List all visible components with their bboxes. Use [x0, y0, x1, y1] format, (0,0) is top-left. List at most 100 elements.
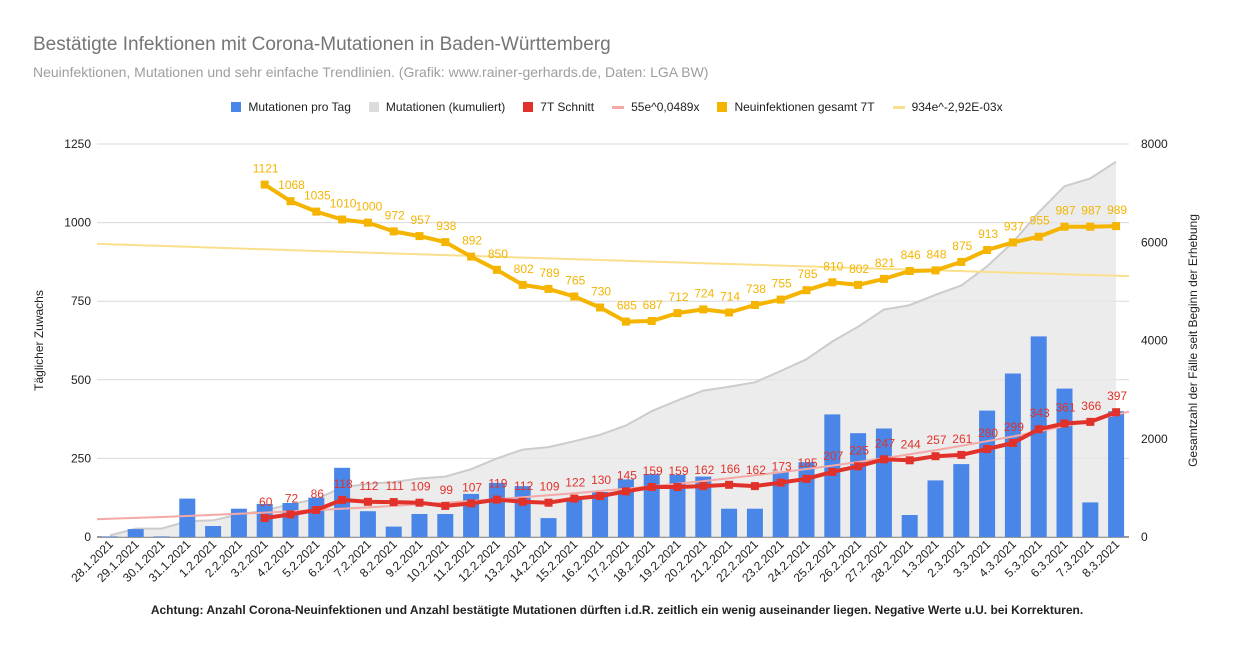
trendlines	[96, 242, 1130, 521]
avg7-label: 166	[720, 462, 740, 476]
avg7-label: 107	[462, 480, 482, 494]
avg7-label: 225	[849, 443, 869, 457]
avg7-label: 247	[875, 436, 895, 450]
bar	[721, 508, 738, 537]
bar	[308, 497, 325, 537]
legend-swatch-trend-new	[892, 105, 905, 109]
bar	[746, 508, 763, 537]
new-infections-marker	[854, 280, 863, 289]
avg7-label: 118	[334, 477, 353, 491]
new-infections-label: 738	[746, 282, 766, 296]
avg7-marker	[389, 498, 398, 507]
new-infections-marker	[286, 197, 295, 206]
avg7-marker	[570, 494, 579, 503]
y2-tick-label: 0	[1141, 530, 1148, 544]
new-infections-label: 937	[1004, 219, 1024, 233]
new-infections-marker	[1034, 232, 1043, 241]
avg7-label: 109	[410, 480, 430, 494]
new-infections-label: 821	[875, 256, 895, 270]
new-infections-label: 987	[1081, 204, 1101, 218]
legend-item-avg7[interactable]: 7T Schnitt	[523, 100, 594, 114]
new-infections-marker	[879, 274, 888, 283]
legend-item-trend-mut[interactable]: 55e^0,0489x	[612, 100, 699, 114]
avg7-marker	[467, 499, 476, 508]
legend-label: 55e^0,0489x	[631, 100, 700, 114]
bar	[282, 503, 299, 537]
avg7-marker	[1008, 439, 1017, 447]
avg7-marker	[596, 492, 605, 501]
legend-label: 934e^-2,92E-03x	[911, 100, 1003, 114]
avg7-label: 207	[823, 449, 843, 463]
bar	[127, 529, 144, 537]
bar	[101, 536, 118, 537]
avg7-label: 244	[901, 437, 921, 451]
avg7-label: 397	[1107, 389, 1127, 403]
bar	[179, 498, 196, 537]
new-infections-marker	[570, 292, 579, 301]
new-infections-label: 730	[591, 285, 611, 299]
new-infections-marker	[312, 207, 321, 216]
avg7-label: 111	[386, 479, 405, 493]
avg7-marker	[544, 498, 553, 507]
new-infections-marker	[1086, 222, 1095, 231]
y-tick-label: 500	[71, 373, 91, 387]
new-infections-marker	[1112, 222, 1121, 231]
new-infections-marker	[647, 317, 656, 325]
cumulative-area-line	[109, 160, 1117, 537]
legend-swatch-trend-mut	[612, 105, 625, 109]
avg7-label: 257	[926, 433, 946, 447]
new-infections-marker	[802, 286, 811, 295]
new-infections-marker	[1060, 222, 1069, 231]
new-infections-label: 1121	[253, 162, 279, 176]
bar	[695, 476, 712, 537]
legend-item-trend-new[interactable]: 934e^-2,92E-03x	[892, 100, 1003, 114]
avg7-marker	[699, 482, 708, 491]
new-infections-marker	[750, 301, 759, 309]
avg7-label: 366	[1081, 399, 1101, 413]
bar-series	[101, 336, 1125, 537]
new-infections-label: 989	[1107, 203, 1127, 217]
new-infections-label: 765	[565, 274, 585, 288]
bar	[385, 526, 402, 537]
avg7-label: 72	[285, 491, 299, 505]
avg7-label: 159	[643, 464, 663, 478]
new-infections-label: 789	[539, 266, 559, 280]
chart-footnote: Achtung: Anzahl Corona-Neuinfektionen un…	[150, 603, 1084, 617]
new-infections-label: 810	[823, 259, 843, 273]
new-infections-label: 972	[385, 208, 405, 222]
new-infections-label: 785	[797, 267, 817, 281]
bar	[437, 514, 454, 537]
new-infections-label: 1068	[278, 178, 305, 192]
avg7-marker	[905, 456, 914, 465]
new-infections-marker	[441, 238, 450, 247]
new-infections-marker	[957, 257, 966, 266]
bar	[153, 536, 170, 537]
legend-item-new7[interactable]: Neuinfektionen gesamt 7T	[717, 100, 875, 114]
bar	[566, 499, 583, 537]
avg7-label: 119	[488, 477, 507, 491]
new-infections-marker	[363, 218, 372, 227]
legend-item-bars[interactable]: Mutationen pro Tag	[231, 100, 351, 114]
bar	[927, 480, 944, 537]
bar	[850, 433, 867, 537]
bar	[798, 462, 815, 537]
new-infections-marker	[725, 308, 734, 317]
avg7-marker	[725, 480, 734, 489]
new-infections-marker	[338, 215, 347, 224]
avg7-marker	[931, 452, 940, 461]
legend-label: Mutationen pro Tag	[248, 100, 351, 114]
trendline-mutations	[96, 410, 1130, 521]
bar	[1004, 373, 1021, 537]
new-infections-label: 850	[488, 247, 508, 261]
new-infections-marker	[260, 180, 269, 189]
new-infections-label: 1035	[304, 189, 331, 203]
avg7-marker	[673, 483, 682, 491]
legend-swatch-cumulative	[368, 102, 379, 112]
avg7-label: 86	[311, 487, 325, 501]
legend-item-cumulative[interactable]: Mutationen (kumuliert)	[368, 100, 505, 114]
new-infections-label: 875	[952, 239, 972, 253]
new-infections-label: 1010	[330, 197, 357, 211]
new-infections-marker	[467, 252, 476, 261]
y2-tick-label: 4000	[1141, 334, 1168, 348]
